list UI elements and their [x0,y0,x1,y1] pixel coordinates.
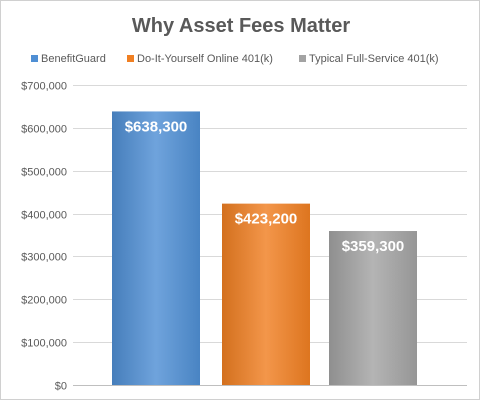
legend-swatch [299,55,306,62]
y-tick-label: $200,000 [21,295,67,307]
y-tick-label: $700,000 [21,81,67,93]
legend-label: BenefitGuard [41,53,106,65]
legend-label: Typical Full-Service 401(k) [309,53,439,65]
y-axis: $0 $100,000 $200,000 $300,000 $400,000 $500,0… [21,81,67,393]
legend-swatch [31,55,38,62]
y-tick-label: $300,000 [21,252,67,264]
y-tick-label: $600,000 [21,124,67,136]
legend: BenefitGuard Do-It-Yourself Online 401(k)… [31,53,439,65]
legend-swatch [127,55,134,62]
y-tick-label: $500,000 [21,167,67,179]
bar-2 [329,231,417,385]
data-label: $638,300 [125,118,188,135]
legend-label: Do-It-Yourself Online 401(k) [137,53,273,65]
data-label: $359,300 [342,238,405,255]
data-label: $423,200 [235,211,298,228]
chart-title: Why Asset Fees Matter [132,15,350,37]
bars: $638,300 $423,200 $359,300 [112,111,417,385]
y-tick-label: $100,000 [21,338,67,350]
y-tick-label: $0 [55,381,67,393]
bar-1 [222,203,310,385]
bar-0 [112,111,200,385]
y-tick-label: $400,000 [21,210,67,222]
